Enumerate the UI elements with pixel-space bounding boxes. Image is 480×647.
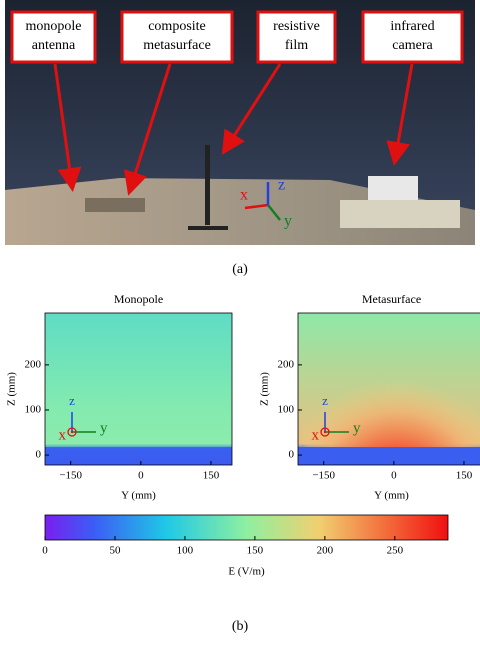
caption: (b)	[232, 619, 249, 634]
x-tick-label: 150	[456, 470, 473, 482]
photo-label: composite	[148, 19, 206, 34]
photo-label: film	[285, 38, 308, 53]
caption: (a)	[232, 262, 248, 277]
colorbar-tick-label: 50	[109, 545, 121, 557]
frame-label: x	[59, 427, 67, 443]
frame-label: y	[353, 420, 361, 436]
figure: (a) (b) monopole antenna composite metasurf…	[0, 0, 480, 642]
y-axis-label: Z (mm)	[259, 372, 271, 406]
x-tick-label: 0	[138, 470, 144, 482]
plot-title: Monopole	[114, 292, 163, 306]
x-tick-label: −150	[59, 470, 82, 482]
photo-label: infrared	[390, 19, 434, 34]
y-tick-label: 200	[278, 358, 295, 370]
x-tick-label: −150	[312, 470, 335, 482]
y-tick-label: 200	[25, 358, 42, 370]
x-axis-label: Y (mm)	[374, 490, 409, 502]
colorbar-tick-label: 100	[177, 545, 194, 557]
field-band	[45, 447, 232, 465]
colorbar-label: E (V/m)	[228, 566, 265, 578]
x-axis-label: Y (mm)	[121, 490, 156, 502]
y-axis-label: Z (mm)	[6, 372, 18, 406]
photo-label: metasurface	[143, 38, 211, 53]
colorbar-tick-label: 0	[42, 545, 48, 557]
y-tick-label: 100	[25, 404, 42, 416]
axis-letter: z	[278, 177, 285, 194]
y-tick-label: 100	[278, 404, 295, 416]
photo-label: resistive	[273, 19, 320, 34]
frame-origin	[324, 431, 326, 433]
photo-label: antenna	[32, 38, 76, 53]
y-tick-label: 0	[36, 449, 42, 461]
frame-origin	[71, 431, 73, 433]
photo-label: monopole	[26, 19, 82, 34]
frame-label: x	[312, 427, 320, 443]
colorbar-tick-label: 150	[247, 545, 264, 557]
x-tick-label: 150	[203, 470, 220, 482]
axis-letter: x	[240, 187, 248, 204]
colorbar-tick-label: 250	[387, 545, 404, 557]
field-map	[45, 313, 232, 465]
frame-label: y	[100, 420, 108, 436]
plot-title: Metasurface	[362, 292, 421, 306]
plots	[45, 313, 480, 515]
axis-letter: y	[284, 213, 292, 230]
frame-label: z	[322, 393, 328, 408]
x-tick-label: 0	[391, 470, 397, 482]
photo-label: camera	[392, 38, 433, 53]
y-tick-label: 0	[289, 449, 295, 461]
frame-label: z	[69, 393, 75, 408]
colorbar	[45, 515, 448, 540]
colorbar-tick-label: 200	[317, 545, 334, 557]
